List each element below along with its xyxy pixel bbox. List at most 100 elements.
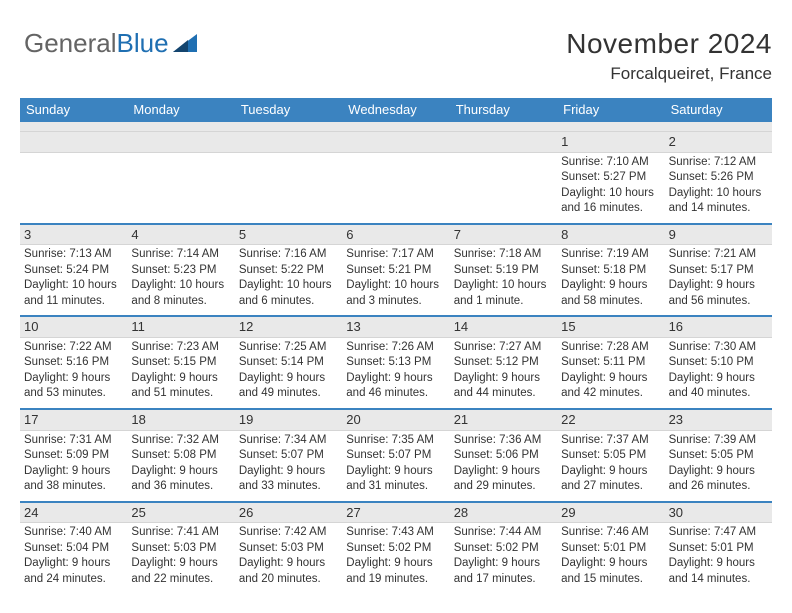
week-row: 3Sunrise: 7:13 AMSunset: 5:24 PMDaylight…: [20, 223, 772, 316]
day-cell: 3Sunrise: 7:13 AMSunset: 5:24 PMDaylight…: [20, 225, 127, 316]
day-number: [450, 132, 557, 153]
day-detail-line: Daylight: 9 hours and 46 minutes.: [346, 371, 445, 402]
day-detail-line: Sunrise: 7:18 AM: [454, 247, 553, 263]
day-detail-line: Sunrise: 7:47 AM: [669, 525, 768, 541]
day-cell: 10Sunrise: 7:22 AMSunset: 5:16 PMDayligh…: [20, 317, 127, 408]
day-cell: [127, 132, 234, 223]
day-detail-line: Daylight: 9 hours and 49 minutes.: [239, 371, 338, 402]
day-detail-line: Sunset: 5:03 PM: [239, 541, 338, 557]
brand-logo: GeneralBlue: [20, 28, 199, 59]
day-details: Sunrise: 7:25 AMSunset: 5:14 PMDaylight:…: [235, 338, 342, 408]
day-detail-line: Daylight: 9 hours and 20 minutes.: [239, 556, 338, 587]
day-detail-line: Daylight: 10 hours and 8 minutes.: [131, 278, 230, 309]
day-detail-line: Sunrise: 7:40 AM: [24, 525, 123, 541]
day-detail-line: Daylight: 9 hours and 42 minutes.: [561, 371, 660, 402]
day-detail-line: Daylight: 10 hours and 3 minutes.: [346, 278, 445, 309]
day-details: Sunrise: 7:36 AMSunset: 5:06 PMDaylight:…: [450, 431, 557, 501]
week-row: 10Sunrise: 7:22 AMSunset: 5:16 PMDayligh…: [20, 315, 772, 408]
day-details: [235, 153, 342, 219]
day-detail-line: Sunset: 5:08 PM: [131, 448, 230, 464]
day-cell: 7Sunrise: 7:18 AMSunset: 5:19 PMDaylight…: [450, 225, 557, 316]
week-row: 1Sunrise: 7:10 AMSunset: 5:27 PMDaylight…: [20, 132, 772, 223]
day-details: Sunrise: 7:26 AMSunset: 5:13 PMDaylight:…: [342, 338, 449, 408]
day-detail-line: Sunset: 5:19 PM: [454, 263, 553, 279]
logo-triangle-icon: [173, 34, 199, 54]
day-cell: 2Sunrise: 7:12 AMSunset: 5:26 PMDaylight…: [665, 132, 772, 223]
weekday-header: Monday: [127, 98, 234, 122]
day-detail-line: Sunset: 5:09 PM: [24, 448, 123, 464]
day-details: [342, 153, 449, 219]
day-number: 3: [20, 225, 127, 246]
day-detail-line: Daylight: 10 hours and 11 minutes.: [24, 278, 123, 309]
day-detail-line: Daylight: 9 hours and 22 minutes.: [131, 556, 230, 587]
day-detail-line: Daylight: 9 hours and 26 minutes.: [669, 464, 768, 495]
day-number: [235, 132, 342, 153]
weekday-header: Sunday: [20, 98, 127, 122]
week-row: 24Sunrise: 7:40 AMSunset: 5:04 PMDayligh…: [20, 501, 772, 594]
day-detail-line: Sunrise: 7:14 AM: [131, 247, 230, 263]
day-number: 17: [20, 410, 127, 431]
day-cell: [235, 132, 342, 223]
day-cell: 8Sunrise: 7:19 AMSunset: 5:18 PMDaylight…: [557, 225, 664, 316]
day-number: 5: [235, 225, 342, 246]
day-detail-line: Sunset: 5:07 PM: [239, 448, 338, 464]
day-detail-line: Daylight: 9 hours and 58 minutes.: [561, 278, 660, 309]
day-details: Sunrise: 7:18 AMSunset: 5:19 PMDaylight:…: [450, 245, 557, 315]
weekday-header: Thursday: [450, 98, 557, 122]
day-detail-line: Sunset: 5:27 PM: [561, 170, 660, 186]
day-cell: 11Sunrise: 7:23 AMSunset: 5:15 PMDayligh…: [127, 317, 234, 408]
day-detail-line: Sunrise: 7:28 AM: [561, 340, 660, 356]
day-number: 10: [20, 317, 127, 338]
day-details: Sunrise: 7:19 AMSunset: 5:18 PMDaylight:…: [557, 245, 664, 315]
weeks-container: 1Sunrise: 7:10 AMSunset: 5:27 PMDaylight…: [20, 132, 772, 593]
day-detail-line: Sunset: 5:02 PM: [454, 541, 553, 557]
day-detail-line: Sunrise: 7:46 AM: [561, 525, 660, 541]
day-details: Sunrise: 7:44 AMSunset: 5:02 PMDaylight:…: [450, 523, 557, 593]
day-cell: 5Sunrise: 7:16 AMSunset: 5:22 PMDaylight…: [235, 225, 342, 316]
day-detail-line: Sunrise: 7:34 AM: [239, 433, 338, 449]
day-detail-line: Daylight: 9 hours and 33 minutes.: [239, 464, 338, 495]
day-details: Sunrise: 7:43 AMSunset: 5:02 PMDaylight:…: [342, 523, 449, 593]
day-detail-line: Sunset: 5:01 PM: [669, 541, 768, 557]
day-details: Sunrise: 7:47 AMSunset: 5:01 PMDaylight:…: [665, 523, 772, 593]
day-cell: 19Sunrise: 7:34 AMSunset: 5:07 PMDayligh…: [235, 410, 342, 501]
day-cell: 14Sunrise: 7:27 AMSunset: 5:12 PMDayligh…: [450, 317, 557, 408]
day-details: Sunrise: 7:21 AMSunset: 5:17 PMDaylight:…: [665, 245, 772, 315]
day-details: Sunrise: 7:22 AMSunset: 5:16 PMDaylight:…: [20, 338, 127, 408]
day-number: 23: [665, 410, 772, 431]
day-detail-line: Sunset: 5:11 PM: [561, 355, 660, 371]
day-details: Sunrise: 7:32 AMSunset: 5:08 PMDaylight:…: [127, 431, 234, 501]
day-detail-line: Daylight: 9 hours and 44 minutes.: [454, 371, 553, 402]
day-number: 11: [127, 317, 234, 338]
day-cell: 1Sunrise: 7:10 AMSunset: 5:27 PMDaylight…: [557, 132, 664, 223]
day-detail-line: Daylight: 10 hours and 16 minutes.: [561, 186, 660, 217]
day-details: [450, 153, 557, 219]
day-detail-line: Daylight: 9 hours and 24 minutes.: [24, 556, 123, 587]
day-number: 20: [342, 410, 449, 431]
day-details: Sunrise: 7:27 AMSunset: 5:12 PMDaylight:…: [450, 338, 557, 408]
day-details: Sunrise: 7:35 AMSunset: 5:07 PMDaylight:…: [342, 431, 449, 501]
weekday-header-row: Sunday Monday Tuesday Wednesday Thursday…: [20, 98, 772, 122]
logo-word-1: General: [24, 28, 117, 59]
day-number: 6: [342, 225, 449, 246]
header-band: [20, 122, 772, 132]
header-right: November 2024 Forcalqueiret, France: [566, 28, 772, 84]
day-details: Sunrise: 7:39 AMSunset: 5:05 PMDaylight:…: [665, 431, 772, 501]
day-detail-line: Sunrise: 7:31 AM: [24, 433, 123, 449]
day-detail-line: Sunrise: 7:21 AM: [669, 247, 768, 263]
day-detail-line: Sunset: 5:22 PM: [239, 263, 338, 279]
day-number: 4: [127, 225, 234, 246]
day-detail-line: Sunrise: 7:27 AM: [454, 340, 553, 356]
day-number: 7: [450, 225, 557, 246]
day-details: Sunrise: 7:10 AMSunset: 5:27 PMDaylight:…: [557, 153, 664, 223]
day-detail-line: Sunrise: 7:32 AM: [131, 433, 230, 449]
day-cell: 30Sunrise: 7:47 AMSunset: 5:01 PMDayligh…: [665, 503, 772, 594]
day-cell: 20Sunrise: 7:35 AMSunset: 5:07 PMDayligh…: [342, 410, 449, 501]
day-detail-line: Sunrise: 7:36 AM: [454, 433, 553, 449]
day-detail-line: Sunrise: 7:12 AM: [669, 155, 768, 171]
day-detail-line: Sunset: 5:12 PM: [454, 355, 553, 371]
day-number: 2: [665, 132, 772, 153]
day-details: Sunrise: 7:16 AMSunset: 5:22 PMDaylight:…: [235, 245, 342, 315]
day-number: 8: [557, 225, 664, 246]
page-header: GeneralBlue November 2024 Forcalqueiret,…: [20, 28, 772, 84]
